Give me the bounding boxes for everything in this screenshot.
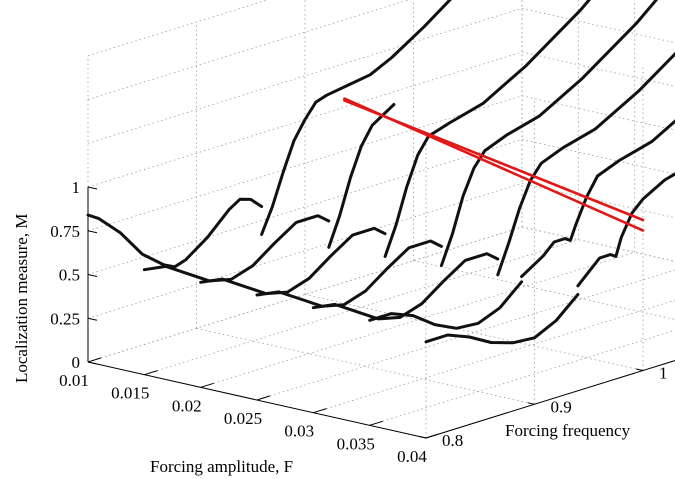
side-wall-grid-z-2 xyxy=(87,139,523,275)
x-tick-label-3: 0.025 xyxy=(224,409,262,428)
response-curve-lower-6 xyxy=(424,293,580,345)
floor-grid-x-5 xyxy=(369,329,675,426)
z-tick-label-1: 0.25 xyxy=(50,309,80,328)
x-tick-mark-4 xyxy=(313,408,327,414)
side-wall-grid-z-0 xyxy=(87,226,523,363)
z-tick-mark-1 xyxy=(87,317,98,321)
y-tick-mark-0 xyxy=(419,436,427,439)
grid-layer xyxy=(87,0,675,439)
floor-grid-x-3 xyxy=(256,269,675,401)
y-axis-title: Forcing frequency xyxy=(505,421,631,440)
z-tick-mark-2 xyxy=(87,274,98,277)
series-layer xyxy=(86,0,675,345)
z-axis-title: Localization measure, M xyxy=(12,214,31,383)
x-tick-mark-1 xyxy=(144,370,158,376)
z-tick-mark-4 xyxy=(87,186,98,190)
response-curve-lower-0 xyxy=(86,197,264,269)
x-tick-mark-3 xyxy=(256,395,271,401)
x-tick-mark-5 xyxy=(369,420,383,426)
x-tick-label-4: 0.03 xyxy=(284,422,314,441)
y-tick-label-1: 0.9 xyxy=(551,397,572,416)
z-tick-label-2: 0.5 xyxy=(59,266,80,285)
floor-grid-y-4 xyxy=(521,226,675,262)
response-curve-upper-3 xyxy=(439,0,659,268)
response-curve-lower-4 xyxy=(311,252,500,321)
response-curve-upper-4 xyxy=(496,51,675,277)
x-tick-mark-0 xyxy=(87,357,102,363)
z-tick-mark-3 xyxy=(87,230,98,234)
x-tick-label-2: 0.02 xyxy=(172,396,202,415)
response-curve-upper-6 xyxy=(576,172,675,288)
x-tick-label-6: 0.04 xyxy=(397,447,427,466)
x-tick-label-5: 0.035 xyxy=(337,434,375,453)
floor-grid-y-1 xyxy=(196,327,535,405)
z-tick-label-0: 0 xyxy=(72,353,81,372)
x-tick-label-1: 0.015 xyxy=(111,384,149,403)
response-curve-upper-5 xyxy=(520,119,675,279)
floor-grid-x-4 xyxy=(313,299,675,414)
response-curve-upper-2 xyxy=(383,0,592,258)
x-tick-label-0: 0.01 xyxy=(59,371,89,390)
axes-layer xyxy=(87,186,675,439)
y-tick-mark-1 xyxy=(527,402,535,405)
y-tick-label-0: 0.8 xyxy=(442,431,463,450)
red-line-1 xyxy=(343,97,645,232)
response-curve-upper-1 xyxy=(327,103,396,249)
side-wall-grid-z-5 xyxy=(87,7,523,144)
floor-grid-x-2 xyxy=(200,251,635,388)
side-wall-grid-z-3 xyxy=(87,95,523,232)
side-wall-grid-z-1 xyxy=(87,182,523,319)
z-tick-mark-0 xyxy=(87,361,98,365)
back-wall-grid-z-2 xyxy=(521,139,675,175)
x-tick-mark-2 xyxy=(200,382,214,388)
response-curve-lower-2 xyxy=(199,226,387,296)
x-tick-mark-6 xyxy=(425,433,440,439)
x-axis-title: Forcing amplitude, F xyxy=(150,457,293,476)
response-curve-lower-5 xyxy=(368,280,524,330)
z-tick-label-4: 1 xyxy=(72,178,81,197)
y-tick-label-2: 1 xyxy=(659,364,668,383)
back-wall-grid-z-1 xyxy=(521,182,675,219)
response-curve-lower-3 xyxy=(255,239,443,308)
tick-labels: 0.010.0150.020.0250.030.0350.040.80.911.… xyxy=(50,178,668,466)
side-wall-grid-z-4 xyxy=(87,51,523,188)
back-wall-grid-z-0 xyxy=(521,226,675,262)
floor-grid-x-1 xyxy=(144,239,579,376)
floor-grid-y-2 xyxy=(304,294,644,371)
response-curve-upper-0 xyxy=(260,0,452,236)
response-curve-lower-1 xyxy=(142,214,331,283)
y-tick-mark-2 xyxy=(636,368,644,371)
z-tick-label-3: 0.75 xyxy=(50,222,80,241)
